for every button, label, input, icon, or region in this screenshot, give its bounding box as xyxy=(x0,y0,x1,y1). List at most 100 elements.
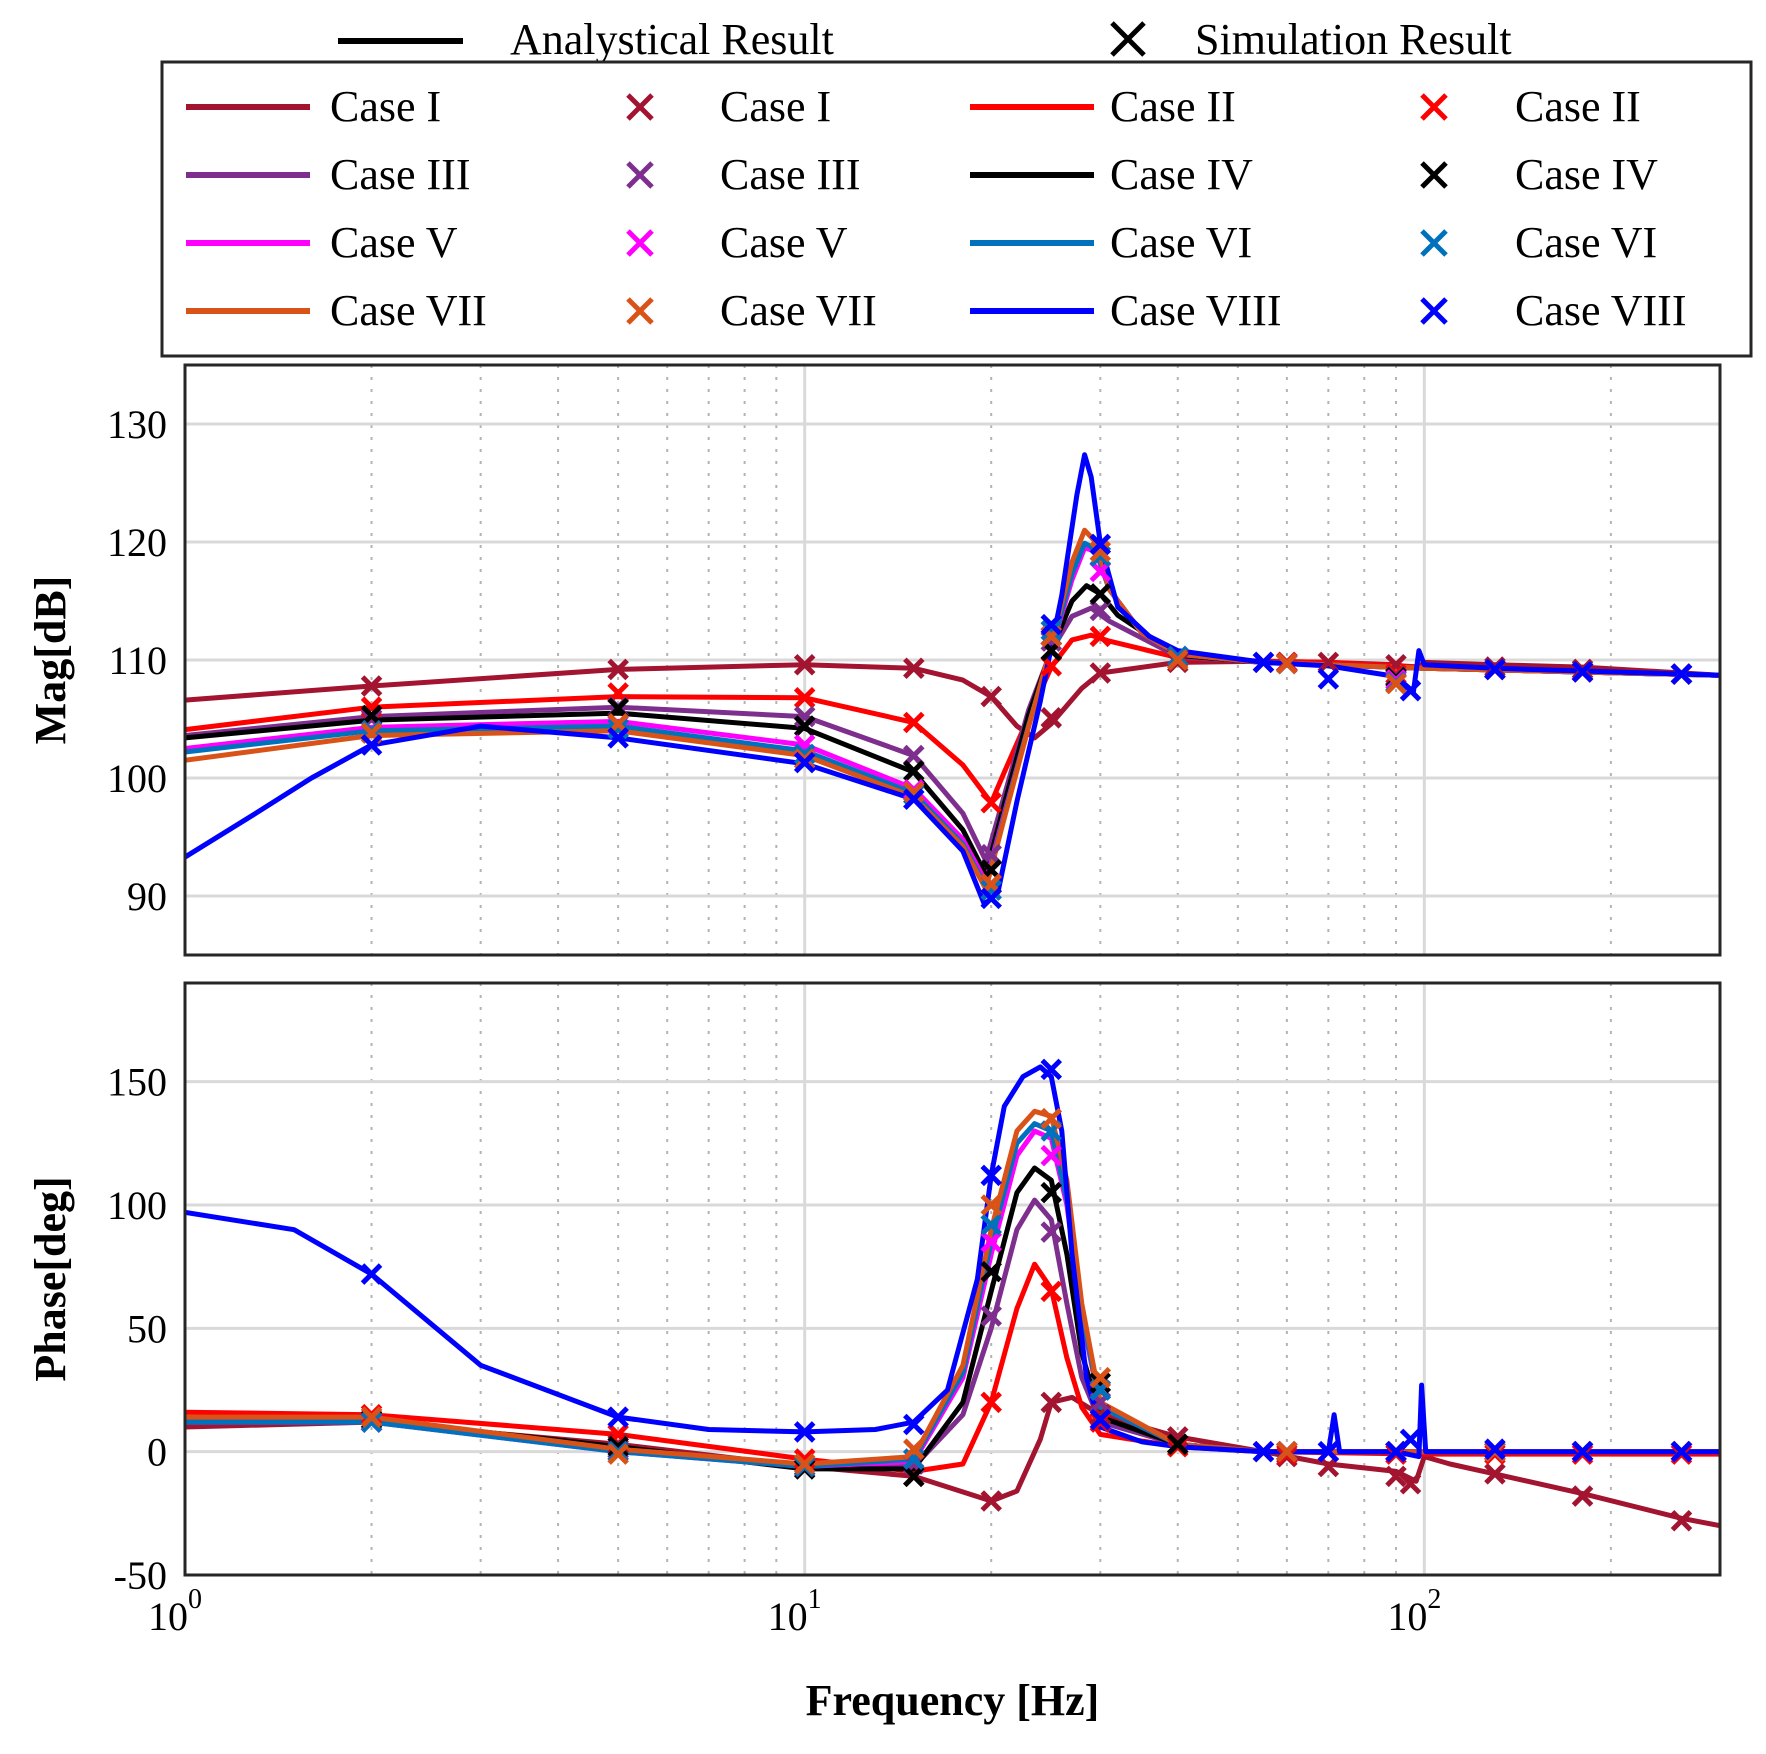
legend-x-symbol xyxy=(626,93,654,121)
mag-marker-case-1 xyxy=(980,685,1002,708)
mag-marker-case-6 xyxy=(1040,619,1063,642)
mag-marker-case-1 xyxy=(1317,651,1340,674)
mag-ytick-label: 110 xyxy=(108,638,167,683)
mag-marker-case-7 xyxy=(1276,652,1298,675)
mag-marker-case-8 xyxy=(1571,661,1594,683)
phase-xtick-label: 102 xyxy=(1387,1584,1441,1639)
legend-entry-label: Case IV xyxy=(1110,150,1253,199)
phase-marker-case-8 xyxy=(1571,1440,1594,1463)
frequency-xlabel: Frequency [Hz] xyxy=(806,1676,1100,1725)
legend-entry-label: Case I xyxy=(720,82,831,131)
phase-marker-case-1 xyxy=(1484,1463,1506,1485)
phase-marker-case-3 xyxy=(980,1305,1002,1327)
mag-marker-case-8 xyxy=(1040,613,1063,636)
mag-marker-case-8 xyxy=(1399,679,1422,702)
phase-marker-case-1 xyxy=(1399,1472,1422,1495)
phase-marker-case-4 xyxy=(903,1465,925,1488)
phase-ytick-label: -50 xyxy=(114,1553,167,1598)
phase-marker-case-1 xyxy=(1571,1485,1594,1507)
phase-marker-case-7 xyxy=(1276,1440,1298,1463)
mag-marker-case-6 xyxy=(1166,645,1189,668)
mag-marker-case-4 xyxy=(793,715,816,737)
mag-marker-case-1 xyxy=(607,658,629,681)
mag-marker-case-7 xyxy=(1385,672,1407,695)
phase-curve-7 xyxy=(185,1108,1720,1467)
phase-plot-area xyxy=(185,1058,1720,1532)
legend-entry-label: Case V xyxy=(720,218,848,267)
legend-box xyxy=(160,60,1753,358)
mag-marker-case-2 xyxy=(793,686,816,709)
legend-entry-label: Case VI xyxy=(1515,218,1657,267)
legend-entry-label: Case II xyxy=(1515,82,1641,131)
phase-marker-case-1 xyxy=(1040,1391,1063,1414)
phase-curve-8 xyxy=(185,1064,1720,1460)
phase-marker-case-4 xyxy=(1040,1181,1063,1204)
mag-curve-7 xyxy=(185,527,1720,892)
magnitude-panel: 90 100 110 120 130 Mag[dB] xyxy=(26,363,1722,957)
phase-marker-case-7 xyxy=(607,1443,629,1465)
mag-marker-case-3 xyxy=(1089,599,1112,622)
legend-entry-label: Case IV xyxy=(1515,150,1658,199)
phase-marker-case-8 xyxy=(1040,1058,1063,1081)
phase-marker-case-8 xyxy=(1670,1440,1693,1463)
legend-entry-label: Case III xyxy=(720,150,861,199)
phase-marker-case-8 xyxy=(793,1421,816,1443)
phase-ytick-label: 50 xyxy=(127,1306,167,1351)
mag-ylabel: Mag[dB] xyxy=(26,576,75,745)
phase-marker-case-4 xyxy=(1089,1371,1112,1394)
phase-marker-case-7 xyxy=(1089,1366,1112,1389)
mag-marker-case-2 xyxy=(1089,625,1112,648)
legend-entry-label: Case II xyxy=(1110,82,1236,131)
mag-marker-case-6 xyxy=(793,743,816,766)
phase-marker-case-4 xyxy=(1166,1433,1189,1456)
legend-x-symbol xyxy=(626,161,654,189)
mag-ytick-label: 120 xyxy=(107,520,167,565)
mag-marker-case-7 xyxy=(1089,540,1112,563)
phase-marker-case-4 xyxy=(980,1260,1002,1283)
phase-ytick-label: 0 xyxy=(147,1430,167,1475)
phase-marker-case-7 xyxy=(360,1406,383,1428)
mag-ytick-label: 100 xyxy=(107,756,167,801)
phase-marker-case-1 xyxy=(1670,1509,1693,1532)
legend-x-symbol xyxy=(1420,161,1448,189)
phase-marker-case-8 xyxy=(360,1263,383,1285)
legend: Analystical Result Simulation ResultCase … xyxy=(160,15,1753,358)
legend-entry-label: Case VII xyxy=(720,286,877,335)
mag-axes-frame xyxy=(183,363,1722,957)
phase-marker-case-8 xyxy=(1317,1440,1340,1463)
phase-marker-case-6 xyxy=(980,1213,1002,1236)
phase-marker-case-8 xyxy=(1399,1428,1422,1451)
mag-marker-case-1 xyxy=(1040,707,1063,729)
legend-entry-label: Case V xyxy=(330,218,458,267)
mag-marker-case-8 xyxy=(980,887,1002,910)
xtick-exponent: 0 xyxy=(188,1584,202,1615)
phase-marker-case-8 xyxy=(607,1406,629,1428)
phase-marker-case-8 xyxy=(1252,1440,1275,1463)
mag-marker-case-8 xyxy=(903,788,925,811)
mag-ytick-label: 130 xyxy=(107,402,167,447)
phase-marker-case-1 xyxy=(980,1490,1002,1512)
mag-marker-case-1 xyxy=(903,657,925,680)
mag-marker-case-1 xyxy=(360,675,383,697)
legend-entry-label: Case VII xyxy=(330,286,487,335)
mag-marker-case-8 xyxy=(1089,533,1112,556)
phase-marker-case-2 xyxy=(980,1391,1002,1414)
legend-header-x-symbol xyxy=(1110,21,1146,57)
phase-ylabel: Phase[deg] xyxy=(26,1176,75,1381)
phase-marker-case-7 xyxy=(980,1194,1002,1216)
mag-marker-case-8 xyxy=(1670,663,1693,685)
mag-grid xyxy=(183,365,1721,955)
mag-marker-case-8 xyxy=(607,727,629,749)
xtick-exponent: 1 xyxy=(808,1584,822,1615)
phase-marker-case-5 xyxy=(1040,1144,1063,1167)
mag-marker-case-7 xyxy=(903,781,925,803)
legend-x-symbol xyxy=(1420,93,1448,121)
mag-marker-case-8 xyxy=(360,734,383,756)
mag-ytick-label: 90 xyxy=(127,874,167,919)
mag-marker-case-8 xyxy=(1317,668,1340,690)
phase-ytick-label: 150 xyxy=(107,1060,167,1105)
phase-marker-case-8 xyxy=(1484,1438,1506,1460)
mag-marker-case-4 xyxy=(1089,583,1112,605)
